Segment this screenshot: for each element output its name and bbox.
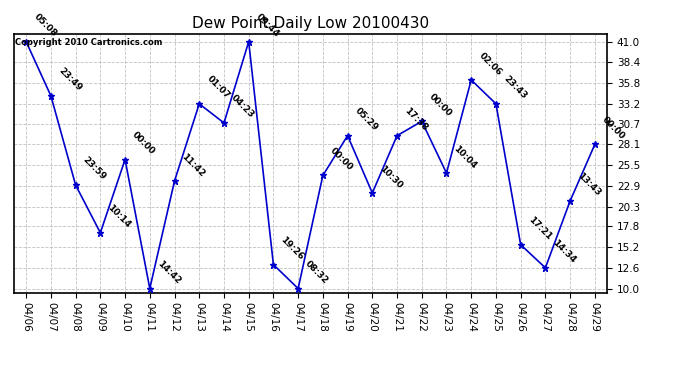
Text: 17:38: 17:38 xyxy=(402,106,429,133)
Text: 14:34: 14:34 xyxy=(551,238,578,265)
Text: 09:44: 09:44 xyxy=(254,12,281,39)
Text: 05:29: 05:29 xyxy=(353,106,380,133)
Text: 04:23: 04:23 xyxy=(230,93,256,120)
Text: 23:43: 23:43 xyxy=(502,74,528,101)
Text: 14:42: 14:42 xyxy=(155,259,182,286)
Text: 00:00: 00:00 xyxy=(600,116,627,142)
Title: Dew Point Daily Low 20100430: Dew Point Daily Low 20100430 xyxy=(192,16,429,31)
Text: 00:00: 00:00 xyxy=(427,92,453,118)
Text: 00:00: 00:00 xyxy=(130,130,157,157)
Text: 01:07: 01:07 xyxy=(205,75,231,101)
Text: 10:30: 10:30 xyxy=(378,164,404,190)
Text: Copyright 2010 Cartronics.com: Copyright 2010 Cartronics.com xyxy=(15,38,162,46)
Text: 05:08: 05:08 xyxy=(32,12,58,39)
Text: 10:04: 10:04 xyxy=(452,144,479,170)
Text: 08:32: 08:32 xyxy=(304,259,331,286)
Text: 02:06: 02:06 xyxy=(477,51,503,77)
Text: 11:42: 11:42 xyxy=(180,152,207,178)
Text: 17:21: 17:21 xyxy=(526,215,553,242)
Text: 19:26: 19:26 xyxy=(279,235,306,262)
Text: 10:14: 10:14 xyxy=(106,203,132,230)
Text: 23:49: 23:49 xyxy=(57,66,83,93)
Text: 23:59: 23:59 xyxy=(81,156,108,182)
Text: 13:43: 13:43 xyxy=(575,171,602,198)
Text: 00:00: 00:00 xyxy=(328,146,355,173)
